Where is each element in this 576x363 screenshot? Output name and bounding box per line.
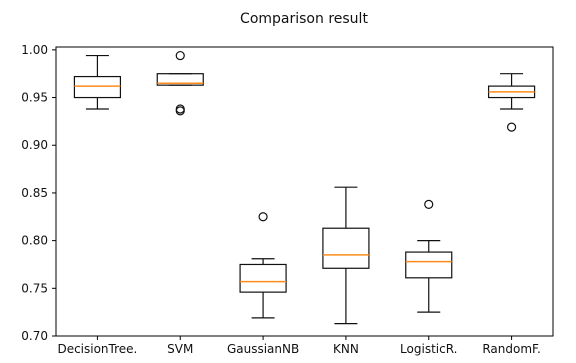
y-tick-label: 0.70 bbox=[21, 329, 48, 343]
iqr-box bbox=[156, 73, 204, 86]
x-tick-label: KNN bbox=[333, 342, 359, 356]
chart-title: Comparison result bbox=[240, 11, 368, 27]
x-axis: DecisionTree. SVM GaussianNB KNN LogisticR. R… bbox=[57, 336, 541, 356]
x-tick-label: GaussianNB bbox=[227, 342, 299, 356]
iqr-box bbox=[73, 75, 122, 99]
box-group bbox=[73, 54, 122, 110]
y-tick-label: 0.95 bbox=[21, 91, 48, 105]
outlier-point bbox=[424, 199, 434, 209]
box-group bbox=[239, 212, 287, 319]
outlier-point bbox=[175, 106, 185, 116]
outlier-point bbox=[258, 212, 268, 222]
box-group bbox=[405, 199, 453, 313]
y-tick-label: 1.00 bbox=[21, 43, 48, 57]
iqr-box bbox=[405, 251, 453, 279]
box-group bbox=[156, 50, 204, 116]
iqr-box bbox=[239, 263, 287, 293]
x-tick-label: RandomF. bbox=[482, 342, 540, 356]
outlier-point bbox=[506, 122, 517, 132]
plot-area bbox=[73, 50, 536, 325]
y-tick-label: 0.75 bbox=[21, 281, 48, 295]
x-tick-label: DecisionTree. bbox=[57, 342, 137, 356]
y-tick-label: 0.85 bbox=[21, 186, 48, 200]
box-group bbox=[487, 73, 536, 132]
plot-frame bbox=[55, 46, 554, 337]
y-tick-label: 0.80 bbox=[21, 234, 48, 248]
outlier-point bbox=[175, 104, 185, 114]
outlier-point bbox=[175, 50, 185, 61]
box-group bbox=[322, 186, 370, 325]
iqr-box bbox=[322, 227, 370, 269]
x-tick-label: SVM bbox=[167, 342, 193, 356]
y-axis: 0.70 0.75 0.80 0.85 0.90 0.95 1.00 bbox=[21, 43, 56, 343]
x-tick-label: LogisticR. bbox=[400, 342, 457, 356]
y-tick-label: 0.90 bbox=[21, 138, 48, 152]
